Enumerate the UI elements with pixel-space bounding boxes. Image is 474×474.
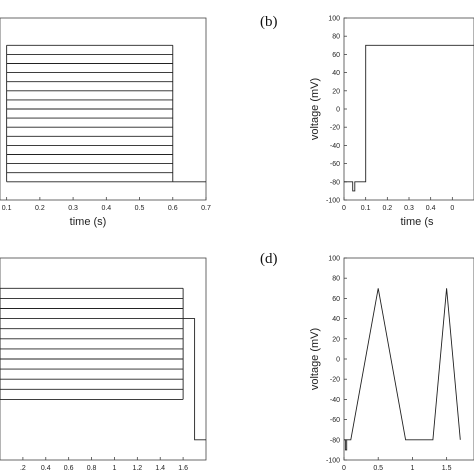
y-axis-label: voltage (mV) bbox=[309, 78, 321, 140]
x-tick-label: 0.2 bbox=[382, 205, 392, 212]
y-axis-label: voltage (mV) bbox=[309, 328, 321, 390]
x-tick-label: 0 bbox=[342, 465, 346, 472]
x-tick-label: 0 bbox=[450, 205, 454, 212]
x-tick-label: 0.7 bbox=[201, 205, 211, 212]
y-tick-label: -80 bbox=[330, 437, 340, 444]
y-tick-label: 0 bbox=[336, 107, 340, 114]
panel-d-plot: 0 0.5 1 1.5 100 80 60 40 20 0 -20 -40 -60 -80 -100 volt… bbox=[309, 256, 474, 472]
y-tick-label: 100 bbox=[328, 16, 340, 23]
x-tick-label: 1 bbox=[112, 465, 116, 472]
x-tick-label: 0.1 bbox=[361, 205, 371, 212]
x-axis-label: time (s bbox=[401, 216, 435, 228]
plot-frame-c bbox=[0, 257, 207, 461]
x-tick-label: 0.3 bbox=[404, 205, 414, 212]
y-tick-label: 40 bbox=[332, 316, 340, 323]
y-tick-label: -100 bbox=[326, 198, 340, 205]
x-tick-label: 0.6 bbox=[64, 465, 74, 472]
y-tick-label: 100 bbox=[328, 256, 340, 263]
panel-a-plot: 0.1 0.2 0.3 0.4 0.5 0.6 0.7 time (s) bbox=[0, 17, 211, 228]
x-axis-label: time (s) bbox=[70, 216, 107, 228]
y-tick-label: 60 bbox=[332, 296, 340, 303]
x-tick-label: 1.6 bbox=[178, 465, 188, 472]
x-tick-label: 0.3 bbox=[68, 205, 78, 212]
x-tick-label: 1.4 bbox=[155, 465, 165, 472]
x-tick-label: 1 bbox=[410, 465, 414, 472]
y-tick-label: -80 bbox=[330, 179, 340, 186]
y-tick-label: -60 bbox=[330, 417, 340, 424]
y-tick-label: 60 bbox=[332, 52, 340, 59]
y-tick-label: -60 bbox=[330, 161, 340, 168]
y-tick-label: 0 bbox=[336, 357, 340, 364]
y-tick-label: 20 bbox=[332, 336, 340, 343]
panel-b-plot: 0 0.1 0.2 0.3 0.4 0 100 80 60 40 20 0 -20 -40 -60 -80 -1… bbox=[309, 16, 474, 228]
x-tick-label: 1.5 bbox=[442, 465, 452, 472]
x-tick-label: 0.1 bbox=[2, 205, 12, 212]
plot-frame-a bbox=[0, 17, 207, 201]
x-tick-label: 1.2 bbox=[132, 465, 142, 472]
return-trace bbox=[183, 318, 206, 441]
y-tick-label: -20 bbox=[330, 377, 340, 384]
voltage-trace bbox=[344, 288, 461, 451]
x-tick-label: 0.4 bbox=[101, 205, 111, 212]
x-tick-label: 0.4 bbox=[41, 465, 51, 472]
x-tick-label: 0 bbox=[342, 205, 346, 212]
voltage-trace bbox=[344, 44, 474, 192]
panel-c-plot: .20.40.60.811.21.41.6time (s) bbox=[0, 257, 207, 472]
y-tick-label: -40 bbox=[330, 143, 340, 150]
y-tick-label: 40 bbox=[332, 70, 340, 77]
y-tick-label: 80 bbox=[332, 276, 340, 283]
y-tick-label: 20 bbox=[332, 88, 340, 95]
panel-label-d: (d) bbox=[260, 251, 278, 267]
y-tick-label: -40 bbox=[330, 397, 340, 404]
x-tick-label: 0.6 bbox=[168, 205, 178, 212]
x-tick-label: 0.8 bbox=[87, 465, 97, 472]
x-tick-label: 0.5 bbox=[373, 465, 383, 472]
plot-frame-d bbox=[343, 257, 474, 461]
x-tick-label: 0.5 bbox=[135, 205, 145, 212]
x-tick-label: 0.2 bbox=[35, 205, 45, 212]
x-tick-label: 0.4 bbox=[426, 205, 436, 212]
y-tick-label: 80 bbox=[332, 34, 340, 41]
y-tick-label: -100 bbox=[326, 458, 340, 465]
x-tick-label: .2 bbox=[20, 465, 26, 472]
panel-label-b: (b) bbox=[260, 14, 278, 30]
y-tick-label: -20 bbox=[330, 125, 340, 132]
